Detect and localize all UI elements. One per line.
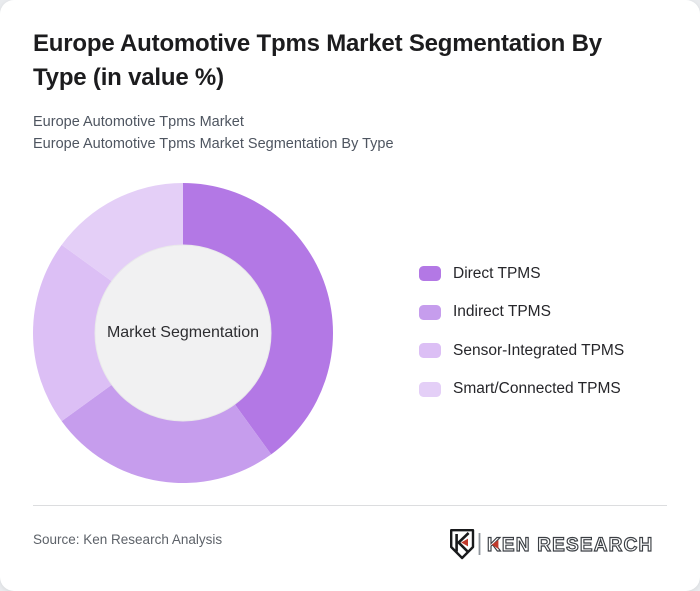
ken-research-shield-icon <box>450 529 475 560</box>
legend-swatch-icon <box>419 304 441 320</box>
chart-legend: Direct TPMS Indirect TPMS Sensor-Integra… <box>419 264 625 397</box>
page-title: Europe Automotive Tpms Market Segmentati… <box>33 30 602 91</box>
donut-chart: Market Segmentation <box>33 183 333 483</box>
logo-k-arrow-icon <box>491 540 499 549</box>
legend-item-direct-tpms[interactable]: Direct TPMS <box>419 264 624 282</box>
legend-item-indirect-tpms[interactable]: Indirect TPMS <box>419 303 624 320</box>
legend-label: Indirect TPMS <box>453 303 551 320</box>
subtitle-line-2: Europe Automotive Tpms Market Segmentati… <box>33 135 394 152</box>
source-note: Source: Ken Research Analysis <box>33 532 223 547</box>
footer-divider <box>33 505 667 506</box>
legend-swatch-icon <box>419 381 441 397</box>
ken-research-logo: KEN RESEARCH <box>450 529 653 560</box>
subtitle-line-1: Europe Automotive Tpms Market <box>33 114 244 130</box>
legend-swatch-icon <box>419 343 441 358</box>
legend-item-smart-connected-tpms[interactable]: Smart/Connected TPMS <box>419 380 624 397</box>
legend-label: Smart/Connected TPMS <box>453 380 621 397</box>
logo-wordmark: KEN RESEARCH <box>487 535 653 556</box>
legend-swatch-icon <box>419 266 441 281</box>
donut-svg <box>33 183 333 483</box>
donut-inner-circle <box>94 244 272 422</box>
legend-item-sensor-integrated-tpms[interactable]: Sensor-Integrated TPMS <box>419 341 625 359</box>
legend-label: Sensor-Integrated TPMS <box>453 341 625 359</box>
logo-separator <box>478 533 481 555</box>
chart-subtitles: Europe Automotive Tpms Market Europe Aut… <box>33 112 653 155</box>
legend-label: Direct TPMS <box>453 264 541 282</box>
